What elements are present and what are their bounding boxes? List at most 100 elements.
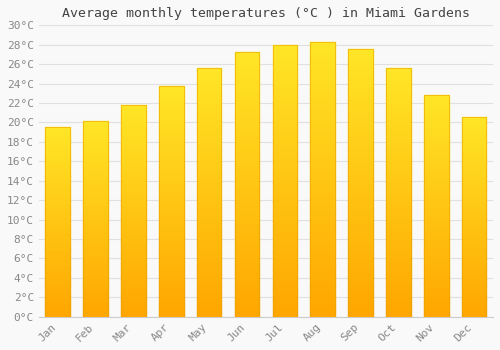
Bar [46, 256, 70, 258]
Bar [121, 224, 146, 226]
Bar [386, 289, 410, 292]
Bar [386, 270, 410, 272]
Bar [462, 285, 486, 287]
Bar [272, 137, 297, 140]
Bar [272, 178, 297, 181]
Bar [310, 300, 335, 303]
Bar [121, 170, 146, 173]
Bar [46, 194, 70, 196]
Bar [46, 195, 70, 197]
Bar [348, 268, 373, 271]
Bar [197, 225, 222, 227]
Bar [84, 205, 108, 208]
Bar [272, 227, 297, 230]
Bar [84, 250, 108, 252]
Bar [159, 172, 184, 174]
Bar [121, 228, 146, 230]
Bar [46, 298, 70, 300]
Bar [386, 165, 410, 168]
Bar [197, 150, 222, 153]
Bar [272, 153, 297, 156]
Bar [84, 199, 108, 202]
Bar [462, 195, 486, 197]
Bar [310, 215, 335, 218]
Bar [462, 281, 486, 283]
Bar [159, 188, 184, 190]
Bar [197, 83, 222, 85]
Bar [386, 312, 410, 314]
Bar [424, 102, 448, 104]
Bar [46, 247, 70, 248]
Bar [462, 243, 486, 245]
Bar [462, 119, 486, 121]
Bar [348, 172, 373, 175]
Bar [121, 113, 146, 116]
Bar [272, 45, 297, 317]
Bar [159, 169, 184, 172]
Bar [462, 183, 486, 185]
Bar [121, 196, 146, 198]
Bar [348, 244, 373, 247]
Bar [159, 204, 184, 206]
Bar [159, 98, 184, 100]
Bar [462, 206, 486, 209]
Bar [197, 232, 222, 235]
Bar [84, 234, 108, 237]
Bar [121, 158, 146, 160]
Bar [84, 227, 108, 229]
Bar [386, 190, 410, 193]
Bar [234, 232, 260, 235]
Bar [84, 244, 108, 246]
Bar [272, 281, 297, 284]
Bar [272, 107, 297, 110]
Bar [348, 293, 373, 295]
Bar [46, 207, 70, 209]
Bar [234, 124, 260, 126]
Bar [234, 145, 260, 148]
Bar [386, 284, 410, 287]
Bar [386, 142, 410, 145]
Bar [159, 89, 184, 91]
Bar [310, 185, 335, 188]
Bar [462, 220, 486, 223]
Bar [424, 179, 448, 182]
Bar [159, 259, 184, 261]
Bar [197, 120, 222, 123]
Bar [197, 282, 222, 285]
Bar [424, 284, 448, 286]
Bar [424, 268, 448, 270]
Bar [272, 83, 297, 85]
Bar [234, 184, 260, 187]
Bar [234, 87, 260, 90]
Bar [121, 251, 146, 253]
Bar [462, 279, 486, 281]
Bar [197, 247, 222, 250]
Bar [348, 225, 373, 228]
Bar [348, 116, 373, 118]
Bar [310, 94, 335, 97]
Bar [234, 89, 260, 92]
Bar [462, 155, 486, 157]
Bar [310, 127, 335, 130]
Bar [121, 293, 146, 296]
Bar [386, 98, 410, 100]
Bar [159, 289, 184, 292]
Bar [348, 239, 373, 242]
Bar [462, 117, 486, 119]
Bar [234, 55, 260, 58]
Bar [46, 165, 70, 167]
Bar [348, 169, 373, 172]
Bar [272, 77, 297, 80]
Bar [424, 119, 448, 122]
Bar [272, 205, 297, 208]
Bar [462, 198, 486, 201]
Bar [234, 108, 260, 111]
Bar [84, 207, 108, 209]
Bar [121, 149, 146, 152]
Bar [159, 296, 184, 299]
Bar [46, 161, 70, 163]
Bar [462, 234, 486, 237]
Bar [386, 195, 410, 197]
Bar [159, 254, 184, 257]
Bar [84, 246, 108, 248]
